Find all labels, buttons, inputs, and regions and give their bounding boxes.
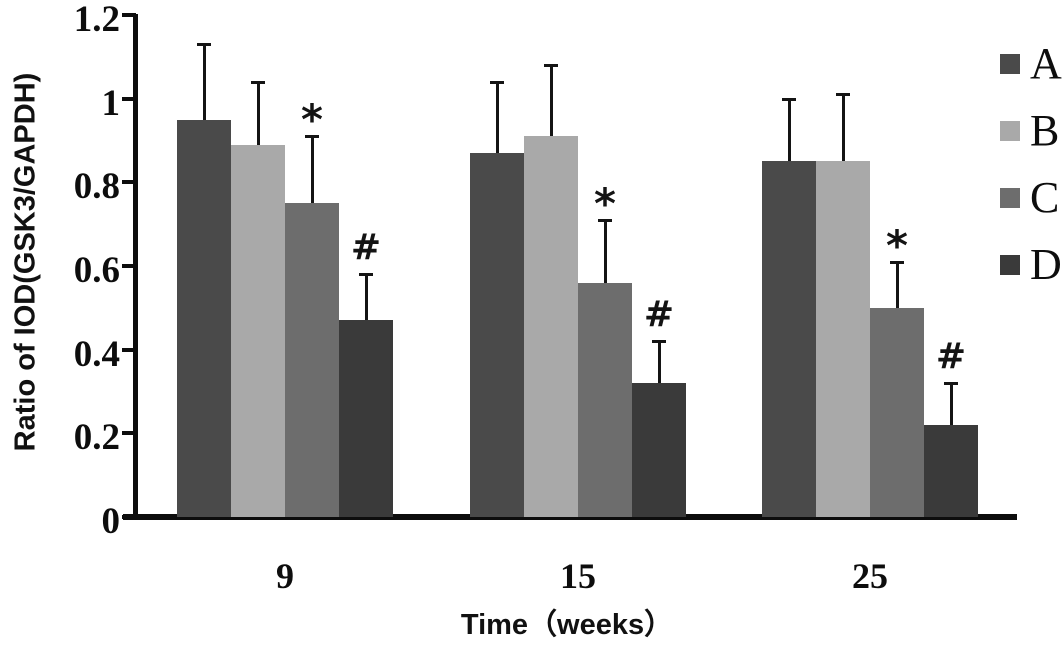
y-tick-mark [122,96,136,101]
significance-marker-D-9: # [350,227,382,269]
error-bar-cap [782,97,796,101]
bar-B-25 [816,161,870,517]
error-bar-line [549,65,553,137]
error-bar-line [841,94,845,162]
error-bar-line [949,383,953,425]
legend-swatch-A [1000,54,1020,74]
y-tick-mark [122,431,136,436]
y-tick-label: 0.2 [73,417,120,459]
significance-marker-C-9: * [301,95,323,145]
error-bar-cap [490,80,504,84]
y-tick-mark [122,180,136,185]
bar-A-25 [762,161,816,517]
legend-item-A: A [1000,42,1062,86]
x-axis-line [123,514,1017,520]
legend-label-D: D [1030,240,1062,289]
error-bar-cap [944,382,958,386]
x-axis-title: Time（weeks） [460,609,674,641]
error-bar-line [603,219,607,283]
legend-swatch-C [1000,188,1020,208]
error-bar-cap [836,93,850,97]
legend-item-B: B [1000,109,1059,153]
error-bar-cap [305,135,319,139]
error-bar-line [310,136,314,204]
bar-A-9 [177,119,231,517]
y-tick-label: 1 [101,82,121,124]
legend-label-A: A [1030,39,1062,88]
significance-marker-D-25: # [935,336,967,378]
x-tick-label-15: 15 [560,556,596,596]
bar-C-15 [578,282,632,517]
error-bar-cap [544,64,558,68]
x-tick-label-25: 25 [852,556,888,596]
error-bar-line [364,274,368,321]
significance-marker-D-15: # [643,294,675,336]
y-axis-title: Ratio of IOD(GSK3/GAPDH) [9,72,42,452]
significance-marker-C-25: * [886,220,908,270]
y-tick-label: 0.8 [73,166,120,208]
significance-marker-C-15: * [594,178,616,228]
y-tick-mark [122,347,136,352]
bar-A-15 [470,153,524,517]
error-bar-line [895,261,899,308]
bar-D-9 [339,320,393,517]
legend-item-C: C [1000,176,1059,220]
bar-B-15 [524,136,578,517]
bar-D-15 [632,383,686,517]
y-tick-label: 0 [101,501,121,542]
bar-C-25 [870,307,924,517]
error-bar-line [256,81,260,145]
legend-swatch-D [1000,255,1020,275]
x-tick-label-9: 9 [276,556,294,596]
error-bar-cap [251,80,265,84]
legend-label-B: B [1030,106,1060,155]
legend-label-C: C [1030,173,1060,222]
error-bar-cap [197,43,211,47]
error-bar-cap [652,340,666,344]
bar-D-25 [924,424,978,517]
y-tick-label: 1.2 [73,0,120,40]
y-tick-mark [122,13,136,17]
error-bar-line [787,98,791,162]
legend-swatch-B [1000,121,1020,141]
error-bar-cap [598,218,612,222]
y-tick-label: 0.4 [73,333,120,375]
y-tick-label: 0.6 [73,250,120,291]
error-bar-cap [890,260,904,264]
bar-C-9 [285,203,339,517]
error-bar-cap [359,273,373,277]
y-tick-mark [122,264,136,268]
y-tick-mark [122,515,136,519]
error-bar-line [657,341,661,384]
error-bar-line [202,44,206,120]
bar-B-9 [231,144,285,517]
legend-item-D: D [1000,243,1062,287]
error-bar-line [495,81,499,154]
